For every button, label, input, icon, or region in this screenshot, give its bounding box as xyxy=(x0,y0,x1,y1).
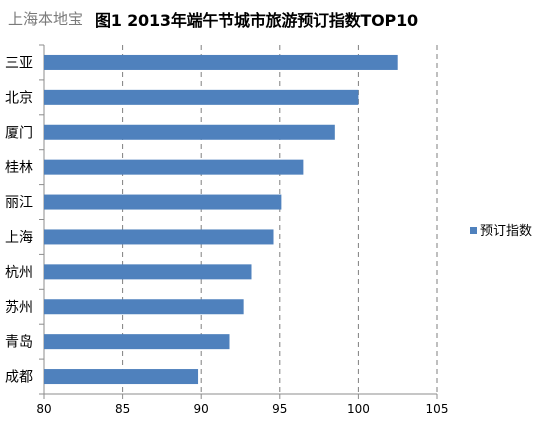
bar-成都 xyxy=(44,369,199,385)
x-tick-label-100: 100 xyxy=(347,402,370,416)
category-label-杭州: 杭州 xyxy=(5,265,33,281)
bar-三亚 xyxy=(44,54,398,70)
bar-丽江 xyxy=(44,194,282,210)
category-label-青岛: 青岛 xyxy=(5,335,33,351)
bar-北京 xyxy=(44,89,359,105)
category-label-北京: 北京 xyxy=(5,90,33,106)
category-label-厦门: 厦门 xyxy=(5,125,33,141)
bar-桂林 xyxy=(44,159,304,175)
category-label-上海: 上海 xyxy=(5,230,33,246)
category-label-三亚: 三亚 xyxy=(5,55,33,71)
legend-label: 预订指数 xyxy=(480,224,532,239)
x-tick-label-85: 85 xyxy=(115,402,130,416)
bar-青岛 xyxy=(44,334,230,350)
watermark-logo: 上海本地宝 xyxy=(8,10,84,28)
x-tick-label-90: 90 xyxy=(194,402,209,416)
bar-苏州 xyxy=(44,299,244,315)
x-tick-label-80: 80 xyxy=(36,402,51,416)
category-label-成都: 成都 xyxy=(5,370,33,386)
x-tick-label-105: 105 xyxy=(426,402,449,416)
category-label-丽江: 丽江 xyxy=(5,195,33,211)
bar-上海 xyxy=(44,229,274,245)
bar-厦门 xyxy=(44,124,335,140)
category-label-苏州: 苏州 xyxy=(5,300,33,316)
bar-杭州 xyxy=(44,264,252,280)
x-tick-label-95: 95 xyxy=(272,402,287,416)
chart-title: 图1 2013年端午节城市旅游预订指数TOP10 xyxy=(95,11,418,30)
legend-swatch xyxy=(470,227,477,234)
category-label-桂林: 桂林 xyxy=(5,160,33,176)
